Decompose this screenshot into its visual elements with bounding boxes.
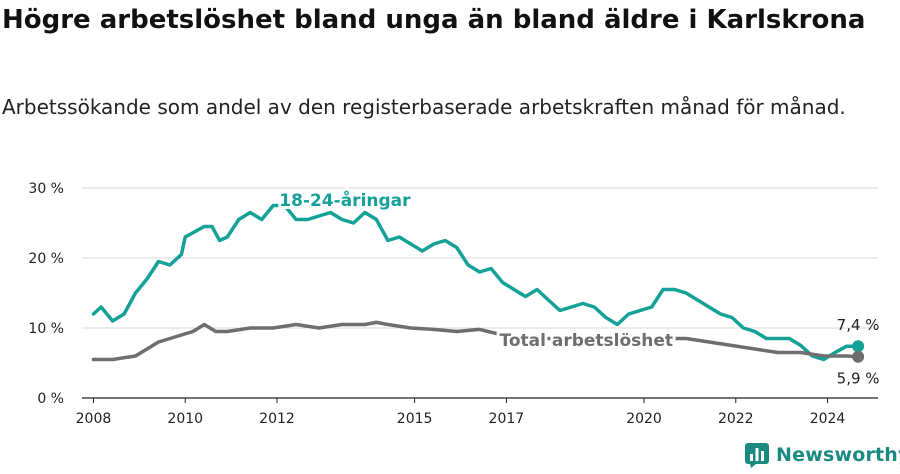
series-end-dot-2 [852, 350, 865, 363]
series-line-2 [91, 320, 860, 362]
series-end-dot-1 [852, 340, 865, 353]
series-lines [91, 203, 865, 363]
series-labels: 7,4 % 5,9 % 18-24-åringar Total arbetslöshe… [276, 186, 880, 388]
gridlines [82, 187, 878, 329]
brand-name: Newsworthy [776, 444, 900, 466]
series-line-1 [91, 203, 860, 362]
chart-subtitle: Arbetssökande som andel av den registerb… [2, 95, 846, 119]
x-tick-label: 2010 [167, 411, 203, 427]
x-tick-label: 2012 [259, 411, 295, 427]
x-tick-label: 2008 [76, 411, 112, 427]
y-tick-label: 20 % [28, 251, 64, 267]
series-end-label-1: 7,4 % [837, 316, 880, 334]
x-tick-label: 2017 [489, 411, 525, 427]
chart-title: Högre arbetslöshet bland unga än bland ä… [2, 5, 866, 35]
y-tick-label: 0 % [37, 391, 64, 407]
y-tick-label: 10 % [28, 321, 64, 337]
x-tick-label: 2020 [626, 411, 662, 427]
y-tick-label: 30 % [28, 181, 64, 197]
series-name-label-2: Total arbetslöshet [499, 331, 673, 351]
series-end-label-2: 5,9 % [837, 370, 880, 388]
newsworthy-icon [745, 443, 769, 468]
brand-logo: Newsworthy [744, 440, 900, 470]
x-tick-label: 2015 [397, 411, 433, 427]
x-axis: 2008 2010 2012 2015 2017 2020 2022 2024 [76, 397, 878, 427]
series-name-label-1: 18-24-åringar [279, 189, 411, 211]
x-tick-label: 2024 [810, 411, 846, 427]
line-chart: 0 % 10 % 20 % 30 % 2008 2010 2012 2015 2017 2020… [28, 181, 880, 427]
x-tick-label: 2022 [718, 411, 754, 427]
y-axis-ticks: 0 % 10 % 20 % 30 % [28, 181, 64, 407]
